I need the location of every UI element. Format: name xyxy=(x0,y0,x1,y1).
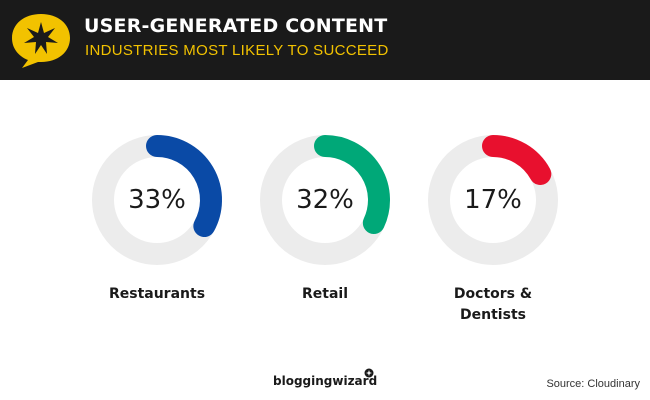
bloggingwizard-logo: bloggingwizard xyxy=(273,374,378,388)
value-label-restaurants: 33% xyxy=(128,185,186,215)
value-label-doctors-dentists: 17% xyxy=(464,185,522,215)
page-title: USER-GENERATED CONTENT xyxy=(84,15,388,37)
donut-chart-doctors-dentists: 17% xyxy=(427,134,559,266)
star-speech-bubble-icon xyxy=(12,14,70,68)
page-subtitle: INDUSTRIES MOST LIKELY TO SUCCEED xyxy=(85,42,389,59)
category-label-doctors-dentists: Doctors & Dentists xyxy=(453,286,533,323)
donut-graphic xyxy=(260,135,390,265)
donut-arc-retail xyxy=(314,135,390,234)
category-label-retail: Retail xyxy=(301,286,348,302)
value-label-retail: 32% xyxy=(296,185,354,215)
logo-sparkle-icon xyxy=(364,368,374,378)
donut-arc-restaurants xyxy=(146,135,222,238)
donut-graphic xyxy=(428,135,558,265)
header-banner: USER-GENERATED CONTENT INDUSTRIES MOST L… xyxy=(0,0,650,80)
donut-chart-retail: 32% xyxy=(259,134,391,266)
category-label-restaurants: Restaurants xyxy=(108,286,206,302)
donut-graphic xyxy=(92,135,222,265)
donut-arc-doctors-dentists xyxy=(482,135,552,185)
source-credit: Source: Cloudinary xyxy=(546,378,640,390)
donut-chart-restaurants: 33% xyxy=(91,134,223,266)
